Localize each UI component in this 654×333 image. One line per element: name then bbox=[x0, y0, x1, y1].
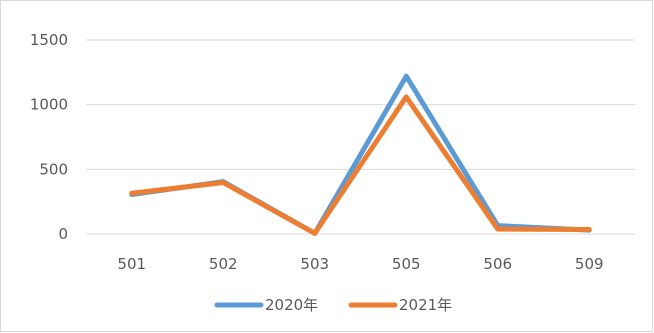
legend-label: 2020年 bbox=[265, 296, 318, 314]
x-tick-label: 509 bbox=[575, 255, 604, 273]
x-axis-ticks: 501 502 503 505 506 509 bbox=[117, 255, 603, 273]
x-tick-label: 505 bbox=[392, 255, 421, 273]
x-tick-label: 501 bbox=[117, 255, 146, 273]
x-tick-label: 503 bbox=[300, 255, 329, 273]
gridlines bbox=[86, 39, 635, 235]
series-line-1 bbox=[129, 94, 592, 236]
series-lines bbox=[129, 73, 592, 236]
x-tick-label: 502 bbox=[209, 255, 238, 273]
y-tick-label: 1000 bbox=[30, 96, 68, 114]
y-tick-label: 1500 bbox=[30, 31, 68, 49]
legend: 2020年 2021年 bbox=[214, 296, 452, 314]
y-tick-label: 500 bbox=[39, 160, 68, 178]
y-axis-ticks: 0 500 1000 1500 bbox=[30, 31, 68, 243]
legend-label: 2021年 bbox=[399, 296, 452, 314]
x-tick-label: 506 bbox=[483, 255, 512, 273]
y-tick-label: 0 bbox=[58, 225, 68, 243]
